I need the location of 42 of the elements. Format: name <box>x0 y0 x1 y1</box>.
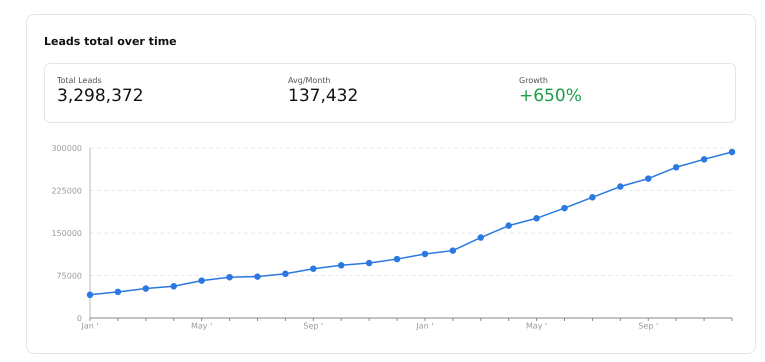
point <box>86 292 94 298</box>
x-tick-label: Jan ' <box>415 322 434 331</box>
x-tick-label: Jan ' <box>80 322 99 331</box>
point <box>450 247 456 254</box>
point <box>366 260 372 266</box>
point <box>282 270 289 278</box>
point <box>478 234 484 241</box>
point <box>114 288 122 296</box>
y-tick-label: 225000 <box>51 186 82 196</box>
point <box>672 164 680 171</box>
text: Leads total over time <box>44 35 177 48</box>
y-tick-label: 75000 <box>56 271 82 280</box>
text: 137,432 <box>288 86 358 106</box>
point <box>170 283 177 290</box>
text: Growth <box>519 76 549 85</box>
text: 3,298,372 <box>57 86 144 106</box>
point <box>533 215 540 222</box>
x-tick-label: May ' <box>191 322 212 331</box>
point <box>338 262 344 269</box>
point <box>254 273 261 280</box>
point <box>700 156 708 163</box>
y-tick-label: 300000 <box>51 144 82 153</box>
point <box>728 148 736 156</box>
text: +650% <box>519 86 582 106</box>
point <box>226 274 233 280</box>
y-tick-label: 150000 <box>51 228 82 238</box>
x-tick-label: Sep ' <box>638 322 658 331</box>
point <box>589 194 596 201</box>
text: Total Leads <box>57 76 103 85</box>
point <box>645 175 652 182</box>
point <box>422 250 428 258</box>
point <box>198 277 205 284</box>
point <box>394 256 400 262</box>
x-tick-label: May ' <box>526 322 548 331</box>
x-tick-label: Sep ' <box>303 322 324 331</box>
text: Avg/Month <box>288 76 332 85</box>
point <box>561 204 568 212</box>
point <box>505 222 512 229</box>
point <box>142 285 150 292</box>
y-tick-label: 0 <box>76 314 82 323</box>
point <box>617 183 624 190</box>
point <box>310 265 317 272</box>
